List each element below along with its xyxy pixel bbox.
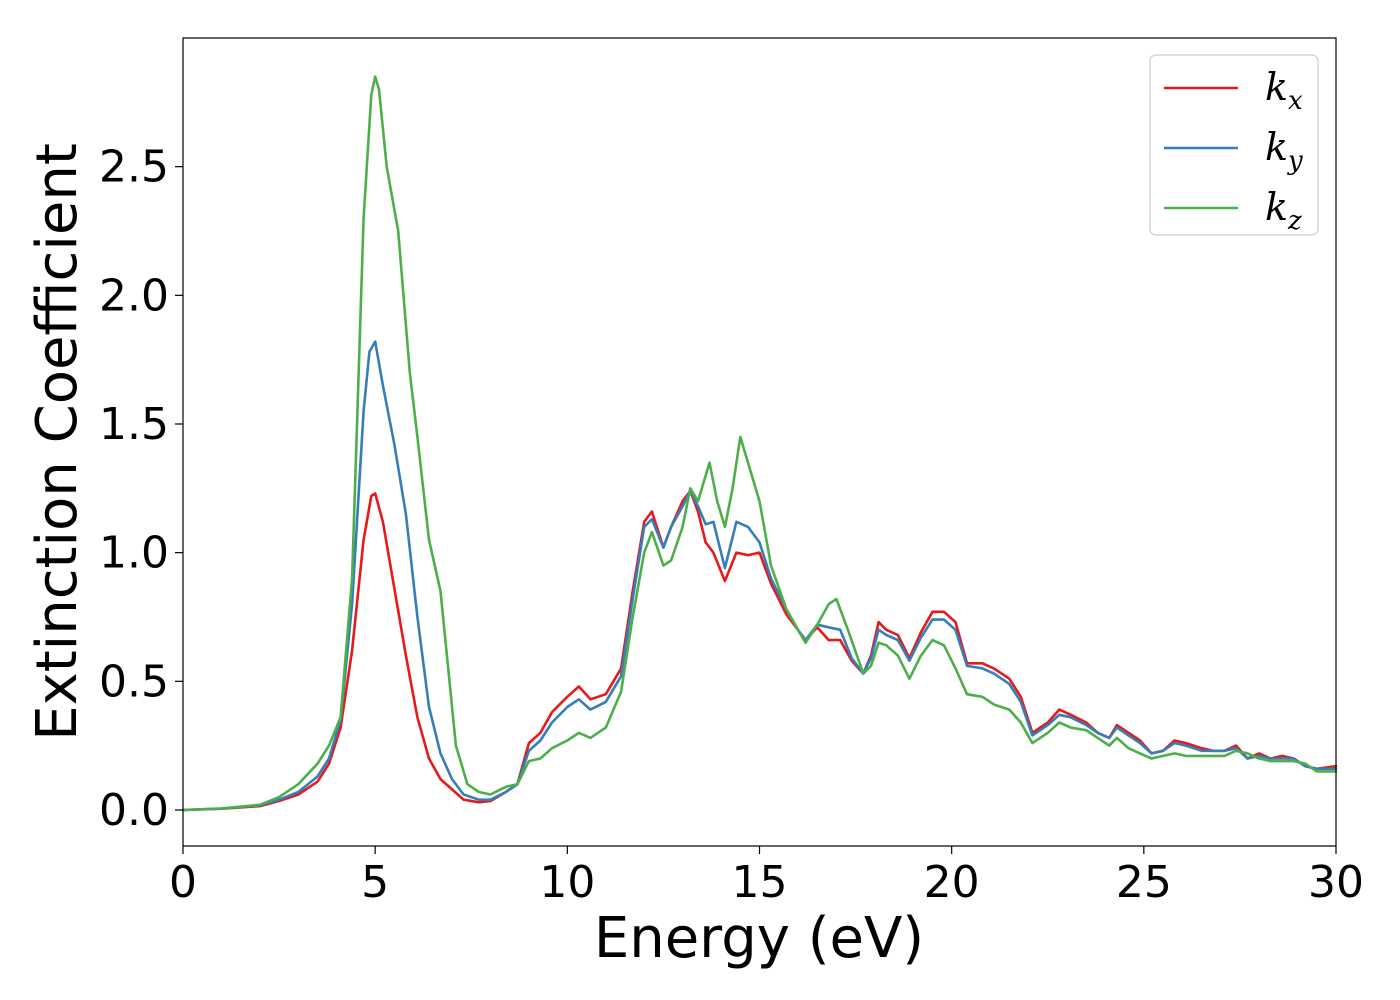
x-tick-label: 25: [1116, 857, 1172, 908]
y-axis: 0.0 0.5 1.0 1.5 2.0 2.5: [99, 142, 183, 836]
y-tick-label: 2.0: [99, 270, 169, 321]
y-axis-title: Extinction Coefficient: [25, 143, 90, 741]
y-tick-label: 0.0: [99, 785, 169, 836]
x-axis: 0 5 10 15 20 25 30: [169, 846, 1364, 908]
x-tick-label: 20: [924, 857, 980, 908]
series-line-z: [181, 75, 1338, 812]
y-tick-label: 1.5: [99, 399, 169, 450]
x-tick-label: 10: [539, 857, 595, 908]
x-tick-label: 0: [169, 857, 197, 908]
x-axis-title: Energy (eV): [594, 906, 924, 971]
y-tick-label: 0.5: [99, 656, 169, 707]
y-tick-label: 1.0: [99, 528, 169, 579]
legend-label-y: ky: [1265, 125, 1303, 176]
legend: kx ky kz: [1149, 54, 1319, 236]
x-tick-label: 30: [1308, 857, 1364, 908]
series-layer: [181, 75, 1338, 812]
series-line-y: [181, 340, 1338, 812]
legend-label-z: kz: [1265, 185, 1302, 236]
legend-frame: [1149, 54, 1319, 236]
y-tick-label: 2.5: [99, 142, 169, 193]
x-tick-label: 5: [361, 857, 389, 908]
legend-label-x: kx: [1265, 65, 1303, 116]
x-tick-label: 15: [732, 857, 788, 908]
